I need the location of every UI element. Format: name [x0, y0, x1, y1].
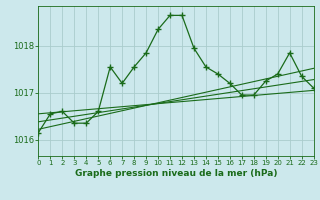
X-axis label: Graphe pression niveau de la mer (hPa): Graphe pression niveau de la mer (hPa)	[75, 169, 277, 178]
